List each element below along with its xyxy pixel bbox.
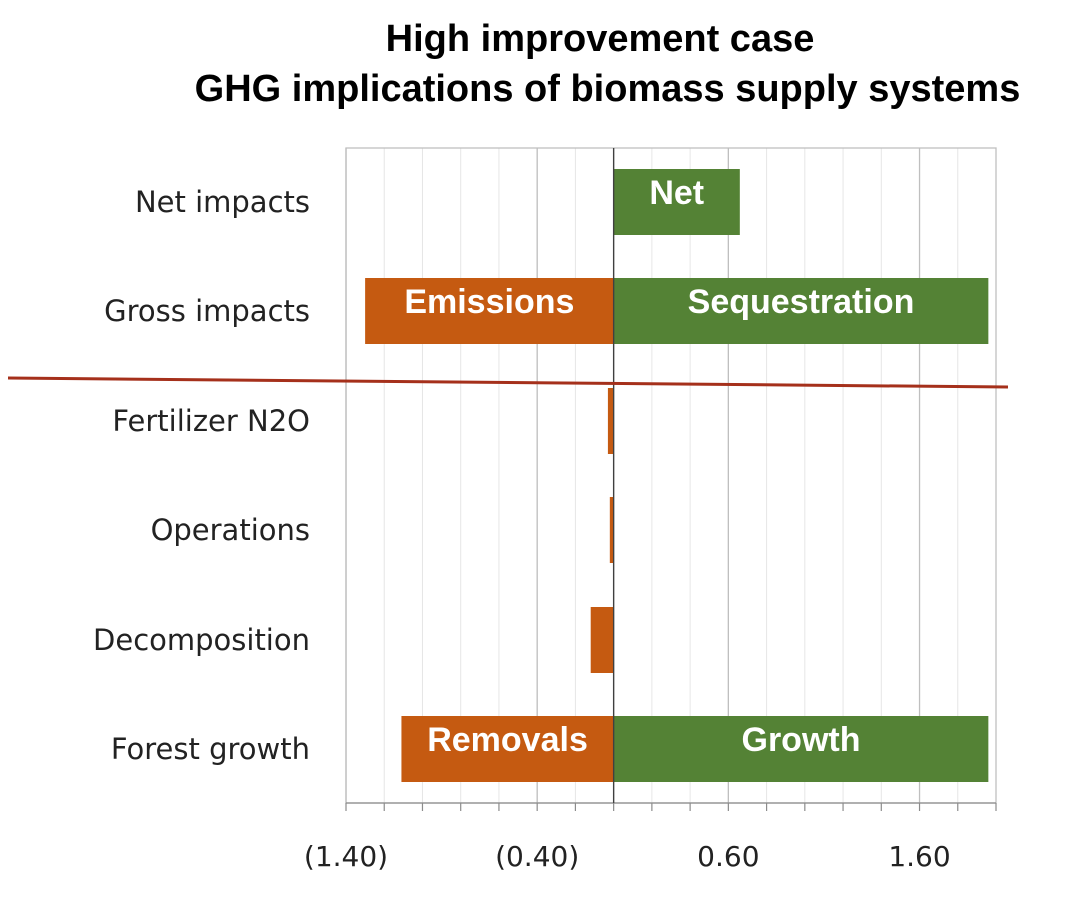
bar <box>613 716 989 782</box>
bar-data-label: Sequestration <box>688 283 915 321</box>
bar <box>607 388 614 454</box>
category-label: Net impacts <box>135 185 310 219</box>
bar <box>401 716 614 782</box>
category-label: Operations <box>151 513 310 547</box>
category-label: Fertilizer N2O <box>112 404 310 438</box>
bar-data-label: Removals <box>427 721 588 759</box>
x-tick-label: (0.40) <box>495 840 579 873</box>
bar-data-label: Emissions <box>404 283 574 321</box>
chart-title: High improvement case <box>385 18 815 60</box>
bar-data-label: Net <box>649 174 704 212</box>
chart-subtitle: GHG implications of biomass supply syste… <box>194 68 1021 110</box>
bar-data-label: Growth <box>742 721 861 759</box>
x-tick-label: 0.60 <box>697 840 759 873</box>
category-label: Gross impacts <box>104 294 310 328</box>
category-label: Decomposition <box>93 623 310 657</box>
divider-line <box>7 376 1009 389</box>
bar <box>613 169 740 235</box>
bar <box>590 607 614 673</box>
bar <box>365 278 614 344</box>
bar <box>609 497 614 563</box>
x-tick-label: 1.60 <box>888 840 950 873</box>
plot-area-border <box>345 147 997 804</box>
bar <box>613 278 989 344</box>
x-tick-label: (1.40) <box>304 840 388 873</box>
category-label: Forest growth <box>111 732 310 766</box>
